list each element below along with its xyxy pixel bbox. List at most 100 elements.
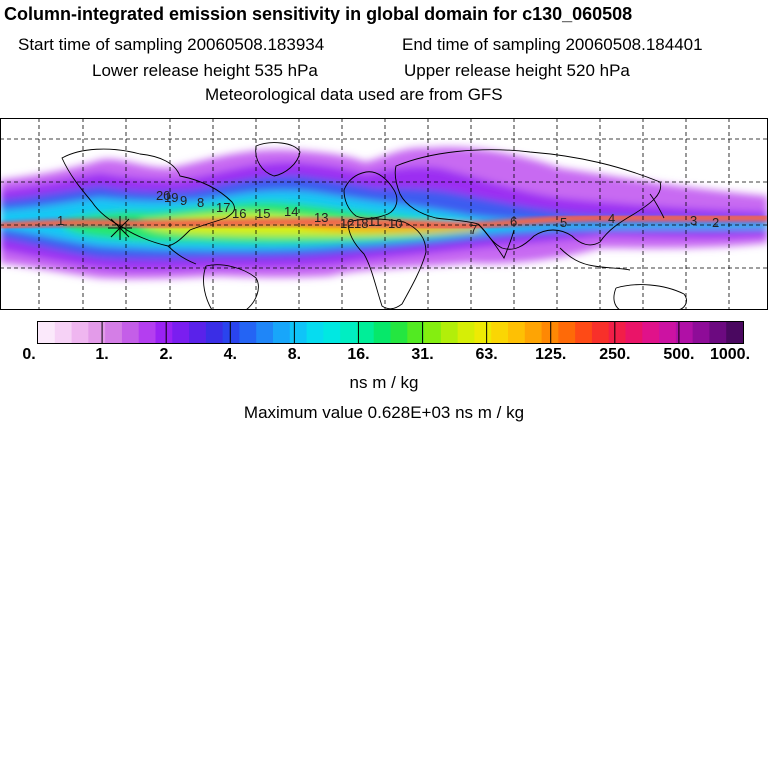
max-value-label: Maximum value 0.628E+03 ns m / kg xyxy=(243,403,525,422)
coastline-africa xyxy=(347,218,427,310)
trajectory-label: 3 xyxy=(690,213,697,228)
colorbar-cell xyxy=(239,322,257,343)
colorbar-cell xyxy=(155,322,173,343)
colorbar-cell xyxy=(692,322,710,343)
start-time-label: Start time of sampling 20060508.183934 xyxy=(18,35,325,54)
colorbar-tick-label: 125. xyxy=(535,346,567,363)
colorbar-cell xyxy=(390,322,408,343)
trajectory-label: 13 xyxy=(314,210,328,225)
colorbar-tick-label: 250. xyxy=(599,346,631,363)
trajectory-label: 19 xyxy=(164,190,178,205)
trajectory-label: 14 xyxy=(284,204,298,219)
trajectory-label: 16 xyxy=(232,206,246,221)
colorbar-cells xyxy=(38,322,744,343)
colorbar-tick-label: 8. xyxy=(287,346,302,363)
end-time-label: End time of sampling 20060508.184401 xyxy=(402,35,703,54)
upper-height-label: Upper release height 520 hPa xyxy=(404,61,630,80)
coastline-asia xyxy=(394,149,662,250)
colorbar-cell xyxy=(424,322,442,343)
colorbar-cell xyxy=(726,322,744,343)
colorbar-cell xyxy=(642,322,660,343)
coastline-india xyxy=(477,223,515,259)
colorbar-tick-label: 31. xyxy=(411,346,434,363)
trajectory-label: 1 xyxy=(57,213,64,228)
coastline-north-america xyxy=(61,148,235,247)
colorbar-cell xyxy=(189,322,207,343)
colorbar-cell xyxy=(273,322,291,343)
coastline-europe xyxy=(343,171,398,219)
graticule xyxy=(0,118,768,310)
colorbar-frame xyxy=(37,321,744,344)
trajectory-label: 17 xyxy=(216,200,230,215)
met-data-label: Meteorological data used are from GFS xyxy=(205,85,503,104)
colorbar-cell xyxy=(71,322,89,343)
colorbar-cell xyxy=(38,322,56,343)
colorbar-cell xyxy=(709,322,727,343)
colorbar-cell xyxy=(474,322,492,343)
colorbar-cell xyxy=(356,322,375,343)
colorbar-tick-label: 63. xyxy=(475,346,498,363)
colorbar-cell xyxy=(591,322,610,343)
colorbar-cell xyxy=(659,322,677,343)
trajectory-label: 5 xyxy=(560,215,567,230)
trajectory-label: 4 xyxy=(608,211,615,226)
colorbar-cell xyxy=(256,322,274,343)
coastline-southeast-asia xyxy=(559,247,631,271)
colorbar-cell xyxy=(105,322,123,343)
colorbar-tick-label: 500. xyxy=(663,346,695,363)
colorbar-tick-label: 1000. xyxy=(709,346,751,363)
colorbar-cell xyxy=(373,322,391,343)
colorbar-cell xyxy=(491,322,509,343)
units-label: ns m / kg xyxy=(349,373,419,392)
trajectory-label: 6 xyxy=(510,214,517,229)
trajectory-label: 7 xyxy=(470,222,477,237)
colorbar-tick-label: 2. xyxy=(159,346,173,363)
plume-core-orange xyxy=(0,217,768,227)
colorbar-tick-label: 4. xyxy=(223,346,237,363)
coastline-japan xyxy=(649,193,665,219)
colorbar-tick-label: 16. xyxy=(347,346,370,363)
colorbar-cell xyxy=(675,322,694,343)
lower-height-label: Lower release height 535 hPa xyxy=(92,61,318,80)
colorbar-cell xyxy=(340,322,358,343)
colorbar-cell xyxy=(138,322,156,343)
colorbar-cell xyxy=(323,322,341,343)
colorbar-tick-label: 0. xyxy=(22,346,36,363)
colorbar-cell xyxy=(608,322,626,343)
colorbar-cell xyxy=(54,322,73,343)
colorbar-cell xyxy=(172,322,190,343)
colorbar-cell xyxy=(457,322,475,343)
coastline-greenland xyxy=(255,142,301,177)
emission-sensitivity-map: 1 2 3 4 5 6 7 8 9 10 11 12 13 14 15 16 1… xyxy=(0,118,768,310)
colorbar-cell xyxy=(508,322,526,343)
colorbar-cell xyxy=(440,322,459,343)
colorbar-cell xyxy=(88,322,106,343)
trajectory-label: 2 xyxy=(712,215,719,230)
release-point-star-marker xyxy=(108,216,132,240)
sensitivity-field xyxy=(0,147,768,279)
coastline-australia xyxy=(613,284,687,310)
colorbar-cell xyxy=(524,322,543,343)
colorbar-cell xyxy=(306,322,324,343)
trajectory-label: 10 xyxy=(388,216,402,231)
colorbar-cell xyxy=(222,322,240,343)
colorbar-cell xyxy=(121,322,140,343)
colorbar-cell xyxy=(541,322,559,343)
colorbar-cell xyxy=(575,322,593,343)
colorbar-ticks xyxy=(101,322,680,343)
trajectory-label: 11 xyxy=(368,214,382,229)
trajectory-label: 18 xyxy=(354,216,368,231)
colorbar-cell xyxy=(289,322,308,343)
trajectory-labels: 1 2 3 4 5 6 7 8 9 10 11 12 13 14 15 16 1… xyxy=(57,188,719,237)
colorbar xyxy=(37,321,744,344)
trajectory-label: 12 xyxy=(340,216,354,231)
colorbar-cell xyxy=(625,322,643,343)
colorbar-cell xyxy=(205,322,224,343)
trajectory-label: 8 xyxy=(197,195,204,210)
page-title: Column-integrated emission sensitivity i… xyxy=(4,4,633,24)
colorbar-tick-label: 1. xyxy=(95,346,109,363)
trajectory-label: 9 xyxy=(180,193,187,208)
colorbar-cell xyxy=(558,322,576,343)
trajectory-label: 15 xyxy=(256,206,270,221)
coastlines xyxy=(61,142,687,310)
